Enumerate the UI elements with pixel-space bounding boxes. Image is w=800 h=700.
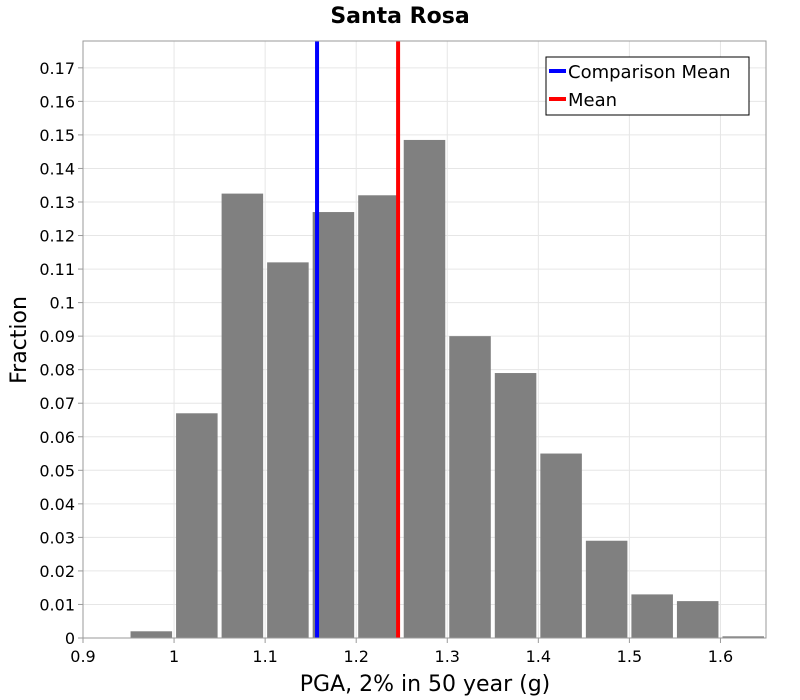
y-tick-label: 0.17	[39, 59, 75, 78]
x-axis: 0.9 1 1.1 1.2 1.3 1.4 1.5 1.6	[70, 638, 733, 666]
histogram-bar	[358, 195, 400, 639]
y-tick-label: 0.08	[39, 361, 75, 380]
y-tick-label: 0.02	[39, 562, 75, 581]
y-tick-label: 0.14	[39, 159, 75, 178]
x-axis-title: PGA, 2% in 50 year (g)	[300, 672, 551, 697]
chart-title: Santa Rosa	[330, 4, 469, 29]
histogram-bar	[449, 336, 491, 638]
x-tick-label: 1.4	[526, 647, 551, 666]
histogram-bar	[403, 139, 446, 638]
histogram-bar	[176, 413, 218, 638]
histogram-bar	[494, 373, 537, 638]
histogram-bar	[540, 453, 582, 638]
y-tick-label: 0.07	[39, 394, 75, 413]
histogram-bar	[312, 212, 355, 638]
x-tick-label: 1.2	[343, 647, 368, 666]
y-axis-title: Fraction	[7, 296, 32, 384]
x-tick-label: 1.5	[617, 647, 642, 666]
legend-label: Comparison Mean	[568, 62, 731, 83]
y-tick-label: 0.04	[39, 495, 75, 514]
x-tick-label: 1.6	[708, 647, 733, 666]
bars	[130, 139, 764, 639]
histogram-bar	[221, 193, 264, 638]
x-tick-label: 1	[169, 647, 179, 666]
y-tick-label: 0.06	[39, 428, 75, 447]
y-tick-label: 0.13	[39, 193, 75, 212]
histogram-bar	[130, 631, 173, 638]
y-tick-label: 0.12	[39, 227, 75, 246]
x-tick-label: 0.9	[70, 647, 95, 666]
y-tick-label: 0.15	[39, 126, 75, 145]
histogram-bar	[676, 601, 719, 638]
y-tick-label: 0.1	[50, 294, 75, 313]
y-tick-label: 0.11	[39, 260, 75, 279]
legend-label: Mean	[568, 90, 617, 111]
y-tick-label: 0.03	[39, 528, 75, 547]
histogram-bar	[267, 262, 309, 638]
mean-lines	[315, 41, 401, 638]
y-tick-label: 0.05	[39, 461, 75, 480]
y-tick-label: 0	[65, 629, 75, 648]
y-tick-label: 0.16	[39, 92, 75, 111]
y-tick-label: 0.01	[39, 595, 75, 614]
y-tick-label: 0.09	[39, 327, 75, 346]
x-tick-label: 1.3	[435, 647, 460, 666]
x-tick-label: 1.1	[252, 647, 277, 666]
histogram-bar	[722, 636, 764, 638]
histogram-bar	[631, 594, 673, 638]
legend-box	[545, 56, 750, 116]
legend: Comparison Mean Mean	[545, 56, 750, 116]
histogram-bar	[585, 540, 628, 638]
y-axis: 0 0.01 0.02 0.03 0.04 0.05 0.06 0.07 0.08 0.09 0.1…	[39, 59, 83, 648]
plot-area-frame	[82, 40, 767, 639]
